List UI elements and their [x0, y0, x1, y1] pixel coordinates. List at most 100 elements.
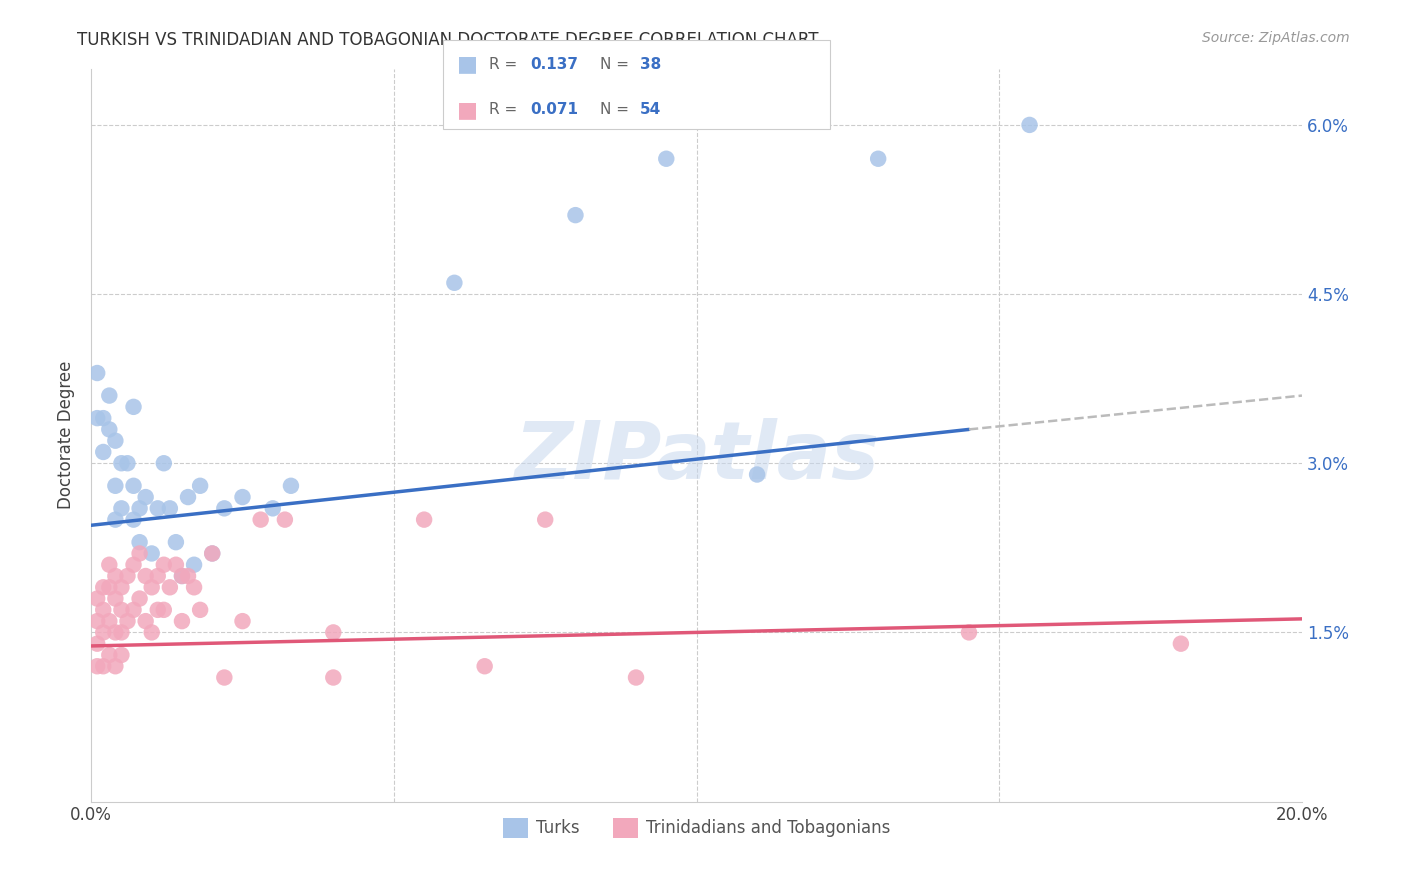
Point [91, 659, 114, 673]
Point [745, 467, 768, 482]
Point [188, 603, 211, 617]
Point [110, 648, 132, 662]
Y-axis label: Doctorate Degree: Doctorate Degree [58, 361, 75, 509]
Point [91, 411, 114, 425]
Point [146, 603, 169, 617]
Point [128, 591, 150, 606]
Point [122, 558, 145, 572]
Point [141, 625, 163, 640]
Point [177, 569, 200, 583]
Text: R =: R = [489, 57, 523, 71]
Text: N =: N = [600, 103, 634, 117]
Point [135, 490, 157, 504]
Text: 0.137: 0.137 [530, 57, 578, 71]
Point [117, 614, 139, 628]
Point [231, 490, 253, 504]
Point [564, 208, 586, 222]
Point [231, 614, 253, 628]
Point [104, 513, 127, 527]
Point [110, 580, 132, 594]
Point [159, 580, 181, 594]
Point [624, 671, 647, 685]
Point [122, 513, 145, 527]
Point [165, 558, 187, 572]
Point [141, 546, 163, 560]
Point [141, 580, 163, 594]
Point [128, 501, 150, 516]
Point [86, 614, 108, 628]
Point [104, 625, 127, 640]
Point [104, 479, 127, 493]
Text: ■: ■ [457, 100, 478, 120]
Point [122, 603, 145, 617]
Point [91, 625, 114, 640]
Point [98, 558, 121, 572]
Text: ■: ■ [457, 54, 478, 74]
Point [159, 501, 181, 516]
Point [146, 501, 169, 516]
Legend: Turks, Trinidadians and Tobagonians: Turks, Trinidadians and Tobagonians [496, 811, 897, 845]
Point [322, 625, 344, 640]
Text: 38: 38 [640, 57, 661, 71]
Point [534, 513, 557, 527]
Point [1018, 118, 1040, 132]
Point [86, 366, 108, 380]
Point [128, 535, 150, 549]
Point [214, 501, 236, 516]
Text: R =: R = [489, 103, 523, 117]
Text: TURKISH VS TRINIDADIAN AND TOBAGONIAN DOCTORATE DEGREE CORRELATION CHART: TURKISH VS TRINIDADIAN AND TOBAGONIAN DO… [77, 31, 818, 49]
Point [262, 501, 284, 516]
Point [153, 558, 176, 572]
Text: Source: ZipAtlas.com: Source: ZipAtlas.com [1202, 31, 1350, 45]
Point [86, 659, 108, 673]
Point [957, 625, 980, 640]
Point [98, 422, 121, 436]
Text: ZIPatlas: ZIPatlas [515, 418, 879, 496]
Point [91, 580, 114, 594]
Point [201, 546, 224, 560]
Point [214, 671, 236, 685]
Point [117, 569, 139, 583]
Point [117, 456, 139, 470]
Point [443, 276, 465, 290]
Point [86, 411, 108, 425]
Point [170, 614, 193, 628]
Point [104, 659, 127, 673]
Point [153, 456, 176, 470]
Point [188, 479, 211, 493]
Point [249, 513, 271, 527]
Point [183, 580, 205, 594]
Point [165, 535, 187, 549]
Point [153, 603, 176, 617]
Point [110, 625, 132, 640]
Point [170, 569, 193, 583]
Point [868, 152, 890, 166]
Point [104, 591, 127, 606]
Point [280, 479, 302, 493]
Point [177, 490, 200, 504]
Point [110, 456, 132, 470]
Point [201, 546, 224, 560]
Point [91, 445, 114, 459]
Point [91, 603, 114, 617]
Point [322, 671, 344, 685]
Point [474, 659, 496, 673]
Point [170, 569, 193, 583]
Point [110, 501, 132, 516]
Text: 54: 54 [640, 103, 661, 117]
Point [98, 580, 121, 594]
Point [86, 591, 108, 606]
Point [1170, 637, 1192, 651]
Point [655, 152, 678, 166]
Point [183, 558, 205, 572]
Point [146, 569, 169, 583]
Point [98, 648, 121, 662]
Point [135, 614, 157, 628]
Point [122, 400, 145, 414]
Point [413, 513, 436, 527]
Point [274, 513, 297, 527]
Point [110, 603, 132, 617]
Point [135, 569, 157, 583]
Point [104, 434, 127, 448]
Point [104, 569, 127, 583]
